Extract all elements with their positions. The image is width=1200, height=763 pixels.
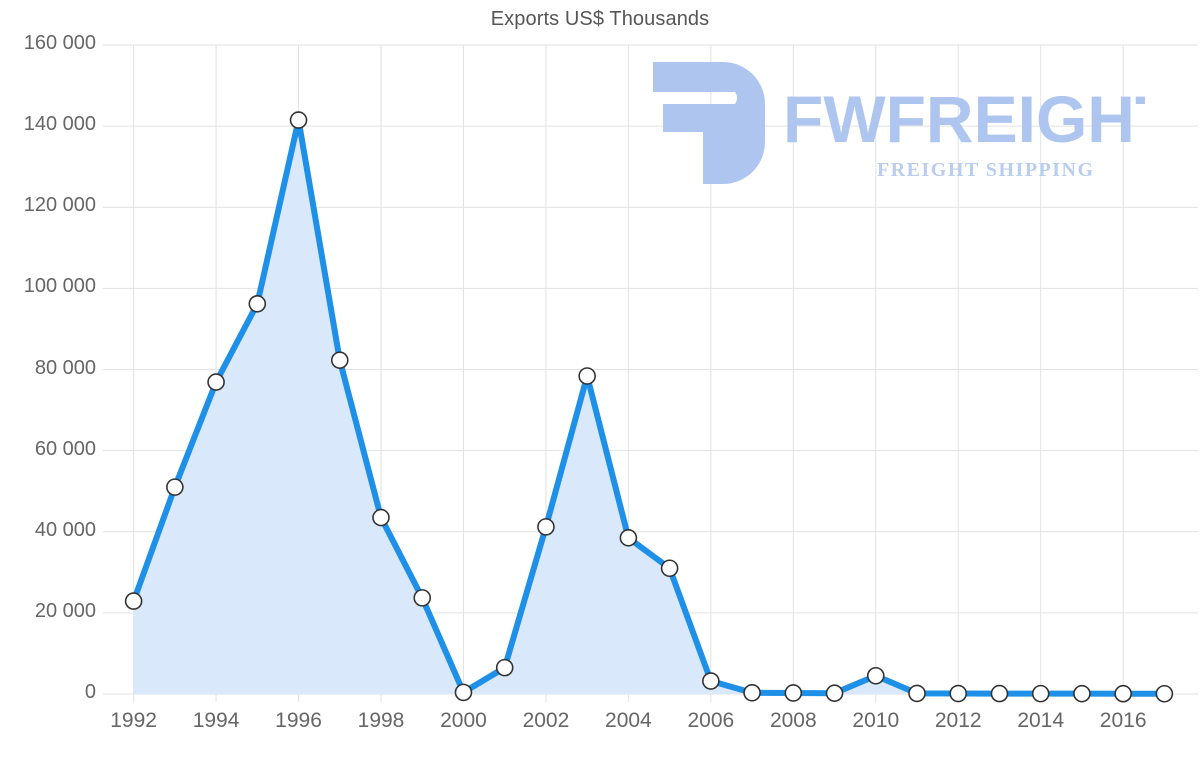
- x-axis-tick-label: 1998: [357, 709, 405, 732]
- area-fill: [133, 120, 1165, 694]
- data-point-marker[interactable]: [619, 529, 638, 547]
- x-axis-tick-label: 2000: [440, 709, 487, 732]
- data-point-marker[interactable]: [1155, 684, 1174, 703]
- data-point-marker[interactable]: [1031, 684, 1050, 703]
- data-point-marker[interactable]: [743, 683, 761, 702]
- data-point-marker[interactable]: [248, 294, 267, 313]
- data-point-marker[interactable]: [578, 367, 596, 385]
- y-axis-tick-label: 160 000: [23, 32, 96, 54]
- x-axis-tick-label: 2016: [1099, 709, 1147, 732]
- x-axis-tick-label: 2004: [605, 709, 652, 732]
- chart-title: Exports US$ Thousands: [490, 8, 710, 30]
- x-axis-tick-label: 1992: [110, 709, 157, 732]
- y-axis-tick-label: 140 000: [23, 113, 96, 136]
- x-axis-tick-label: 2006: [687, 709, 735, 732]
- y-axis-tick-label: 100 000: [23, 275, 96, 298]
- data-point-marker[interactable]: [166, 478, 184, 496]
- data-point-marker[interactable]: [495, 658, 514, 677]
- x-axis-tick-label: 1996: [275, 709, 322, 732]
- y-axis-tick-label: 20 000: [34, 599, 96, 622]
- x-axis-tick-label: 1994: [192, 709, 240, 732]
- data-point-marker[interactable]: [413, 589, 432, 607]
- data-point-marker[interactable]: [660, 559, 679, 578]
- x-axis-tick-label: 2012: [934, 709, 982, 732]
- data-point-marker[interactable]: [702, 672, 720, 690]
- data-point-marker[interactable]: [537, 518, 555, 536]
- y-axis-tick-label: 60 000: [34, 437, 96, 460]
- x-axis-tick-label: 2010: [852, 709, 900, 732]
- data-point-marker[interactable]: [124, 592, 143, 610]
- data-point-marker[interactable]: [949, 684, 968, 703]
- data-point-marker[interactable]: [330, 351, 349, 369]
- data-point-markers: [124, 111, 1174, 703]
- data-point-marker[interactable]: [1073, 684, 1091, 703]
- x-axis-tick-label: 2002: [522, 709, 570, 732]
- data-point-marker[interactable]: [1114, 684, 1132, 703]
- data-point-marker[interactable]: [866, 666, 885, 685]
- y-axis-tick-label: 80 000: [34, 356, 96, 379]
- data-point-marker[interactable]: [825, 684, 844, 702]
- data-point-marker[interactable]: [784, 684, 803, 702]
- x-axis-tick-label: 2008: [769, 709, 817, 732]
- y-axis-tick-label: 120 000: [23, 194, 96, 217]
- data-point-marker[interactable]: [990, 684, 1009, 703]
- data-point-marker[interactable]: [454, 683, 473, 702]
- data-point-marker[interactable]: [372, 508, 390, 527]
- x-axis-tick-label: 2014: [1017, 709, 1065, 732]
- y-axis-tick-label: 40 000: [34, 518, 96, 541]
- data-point-marker[interactable]: [207, 373, 225, 391]
- data-point-marker[interactable]: [289, 111, 308, 129]
- y-axis-tick-label: 0: [84, 681, 96, 703]
- data-point-marker[interactable]: [908, 684, 926, 703]
